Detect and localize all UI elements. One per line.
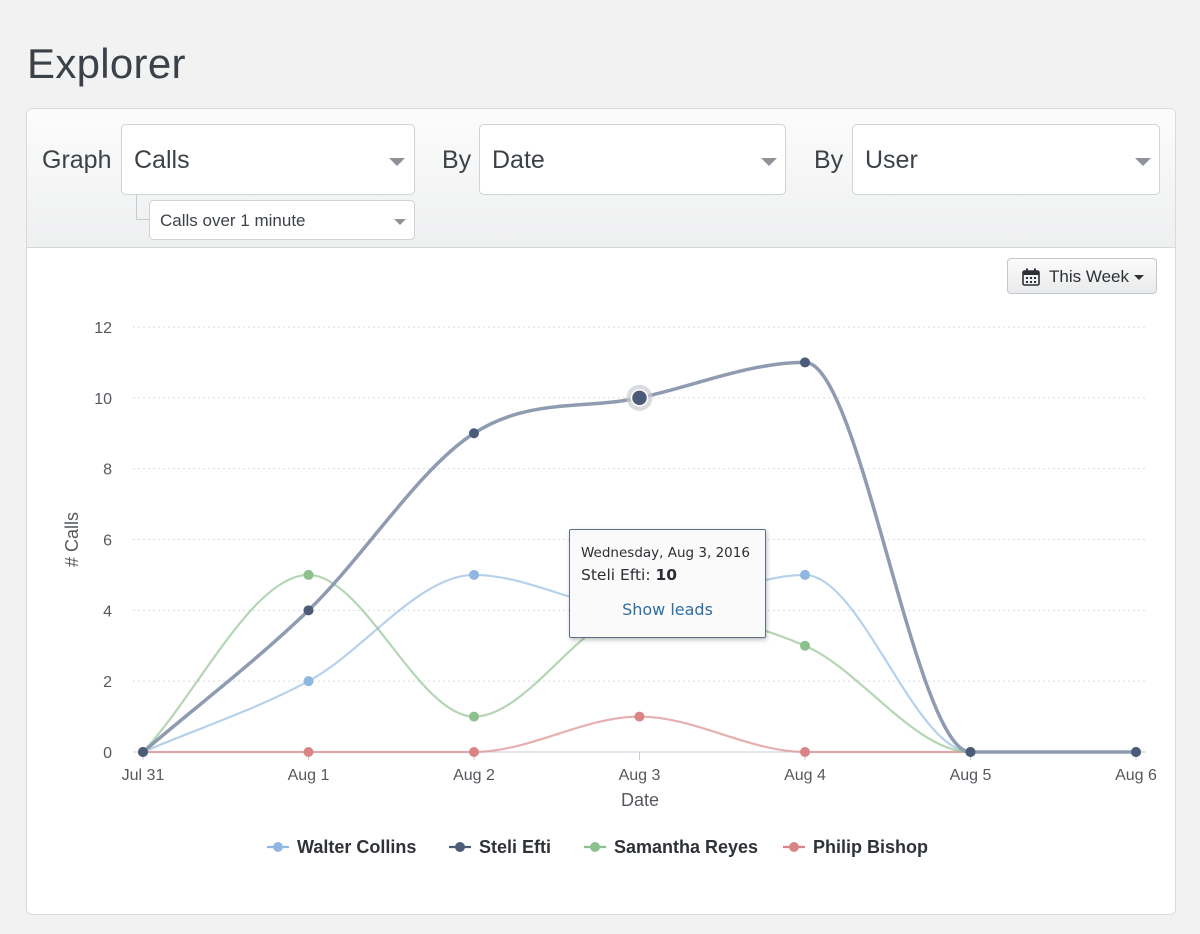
metric-select-value: Calls [134,146,190,174]
legend-label: Steli Efti [479,837,551,857]
chart-tooltip: Wednesday, Aug 3, 2016 Steli Efti: 10 Sh… [569,529,766,638]
tooltip-value: 10 [655,566,678,584]
series-line [143,715,1136,754]
explorer-card: Graph Calls Calls over 1 minute By Date … [26,108,1176,915]
y-tick-label: 4 [103,603,112,620]
legend-marker [273,842,283,852]
x-tick-label: Aug 2 [453,767,495,784]
legend-marker [789,842,799,852]
y-tick-label: 0 [103,745,112,762]
page-title: Explorer [27,40,186,87]
y-tick-label: 6 [103,533,112,550]
group-by-value: Date [492,146,545,174]
tooltip-series-name: Steli Efti [581,566,646,584]
data-point[interactable] [469,711,479,722]
chevron-down-icon [761,158,777,166]
calendar-icon [1022,268,1040,286]
y-axis-title: # Calls [62,512,82,567]
split-by-value: User [865,146,918,174]
date-range-label: This Week [1049,267,1129,286]
metric-filter-value: Calls over 1 minute [160,211,306,230]
data-point[interactable] [800,747,810,757]
tooltip-series-line: Steli Efti: 10 [581,566,678,584]
query-controls: Graph Calls Calls over 1 minute By Date … [27,109,1175,248]
x-tick-label: Aug 5 [950,767,992,784]
graph-label: Graph [42,146,112,174]
legend-label: Samantha Reyes [614,837,758,857]
y-tick-label: 10 [94,391,112,408]
legend-item[interactable]: Walter Collins [267,837,416,857]
data-point[interactable] [303,747,314,757]
filter-connector [136,195,149,220]
x-tick-label: Aug 1 [288,767,330,784]
legend-label: Philip Bishop [813,837,928,857]
y-tick-label: 2 [103,674,112,691]
tooltip-date: Wednesday, Aug 3, 2016 [581,545,750,561]
data-point[interactable] [303,605,314,616]
group-by-select[interactable]: Date [479,124,786,195]
x-tick-label: Aug 6 [1115,767,1157,784]
legend-marker [455,842,465,852]
date-range-button[interactable]: This Week [1007,258,1157,294]
legend-item[interactable]: Samantha Reyes [584,837,758,857]
x-axis-title: Date [621,790,659,810]
data-point[interactable] [469,428,479,439]
metric-select[interactable]: Calls [121,124,415,195]
chevron-down-icon [389,158,405,166]
data-point[interactable] [965,747,976,757]
data-points [138,357,1141,757]
chevron-down-icon [1135,158,1151,166]
data-point[interactable] [469,569,479,580]
y-tick-label: 12 [94,320,112,337]
data-point[interactable] [303,569,314,580]
data-point[interactable] [800,357,810,368]
legend-item[interactable]: Steli Efti [449,837,551,857]
y-tick-label: 8 [103,462,112,479]
x-tick-label: Aug 3 [619,767,661,784]
by-label-date: By [442,146,472,174]
x-tick-label: Jul 31 [122,767,165,784]
metric-filter-select[interactable]: Calls over 1 minute [149,200,415,240]
data-point[interactable] [303,676,314,687]
chevron-down-icon [394,219,406,225]
show-leads-link[interactable]: Show leads [622,600,713,619]
x-tick-label: Aug 4 [784,767,826,784]
legend-label: Walter Collins [297,837,416,857]
caret-down-icon [1134,275,1144,280]
split-by-select[interactable]: User [852,124,1160,195]
data-point-highlighted[interactable] [630,389,649,407]
calls-line-chart: 0 2 4 6 8 10 12 Jul 31 Aug 1 Aug 2 Aug 3 Aug 4 Aug 5… [62,320,1157,857]
legend-marker [590,842,600,852]
legend-item[interactable]: Philip Bishop [783,837,928,857]
data-point[interactable] [138,747,148,757]
legend: Walter Collins Steli Efti Samantha Reyes Ph… [267,837,928,857]
data-point[interactable] [800,640,810,651]
data-point[interactable] [634,711,645,722]
by-label-user: By [814,146,844,174]
data-point[interactable] [469,747,479,757]
data-point[interactable] [1131,747,1141,757]
data-point[interactable] [800,569,810,580]
